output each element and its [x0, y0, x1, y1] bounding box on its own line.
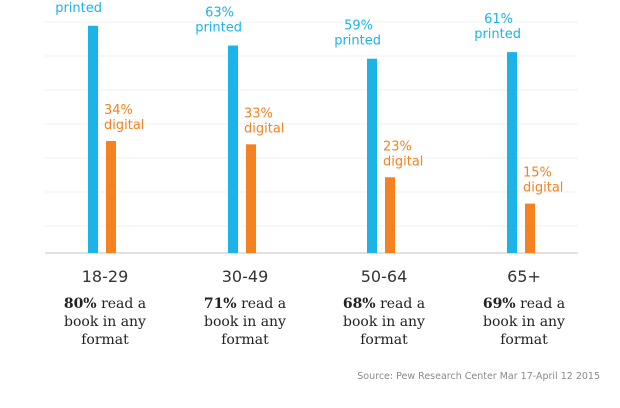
note-line2-30-49: book in any: [204, 314, 286, 330]
source-note: Source: Pew Research Center Mar 17-April…: [357, 371, 600, 382]
note-bold: 80%: [64, 296, 97, 312]
category-label-50-64: 50-64: [361, 267, 408, 286]
value-label-digital-30-49: 33%: [244, 106, 273, 121]
note-line3-18-29: format: [81, 332, 129, 348]
note-bold: 68%: [343, 296, 376, 312]
note-line2-50-64: book in any: [343, 314, 425, 330]
bar-digital-18-29: [106, 141, 116, 253]
note-line2-65+: book in any: [483, 314, 565, 330]
bar-digital-50-64: [385, 177, 395, 253]
value-label-digital-18-29: 34%: [104, 103, 133, 118]
note-line3-30-49: format: [221, 332, 269, 348]
value-label-digital-65+: 15%: [523, 166, 552, 181]
note-line1-50-64: 68% read a: [343, 296, 425, 312]
value-label-digital-50-64: 23%: [383, 139, 412, 154]
bar-printed-65+: [507, 52, 517, 254]
bar-printed-30-49: [228, 45, 238, 253]
series-label-digital-65+: digital: [523, 181, 563, 196]
category-label-30-49: 30-49: [222, 267, 269, 286]
value-label-printed-30-49: 63%: [205, 6, 234, 21]
bar-digital-65+: [525, 203, 535, 253]
value-label-printed-18-29: 69%: [65, 0, 94, 1]
bar-printed-18-29: [88, 25, 98, 254]
note-rest: read a: [97, 296, 147, 312]
note-line1-65+: 69% read a: [483, 296, 565, 312]
note-line1-30-49: 71% read a: [204, 296, 286, 312]
note-rest: read a: [376, 296, 426, 312]
series-label-digital-30-49: digital: [244, 121, 284, 136]
note-line3-65+: format: [500, 332, 548, 348]
value-label-printed-65+: 61%: [484, 12, 513, 27]
value-label-printed-50-64: 59%: [344, 19, 373, 34]
series-label-printed-65+: printed: [474, 27, 521, 42]
series-label-digital-50-64: digital: [383, 154, 423, 169]
series-label-digital-18-29: digital: [104, 118, 144, 133]
bar-digital-30-49: [246, 144, 256, 253]
note-bold: 69%: [483, 296, 516, 312]
series-label-printed-50-64: printed: [334, 34, 381, 49]
note-bold: 71%: [204, 296, 237, 312]
series-label-printed-18-29: printed: [55, 1, 102, 16]
category-label-18-29: 18-29: [82, 267, 129, 286]
note-line3-50-64: format: [360, 332, 408, 348]
note-line1-18-29: 80% read a: [64, 296, 146, 312]
note-rest: read a: [516, 296, 566, 312]
series-label-printed-30-49: printed: [195, 21, 242, 36]
category-label-65+: 65+: [507, 267, 541, 286]
bar-printed-50-64: [367, 58, 377, 254]
note-rest: read a: [237, 296, 287, 312]
note-line2-18-29: book in any: [64, 314, 146, 330]
